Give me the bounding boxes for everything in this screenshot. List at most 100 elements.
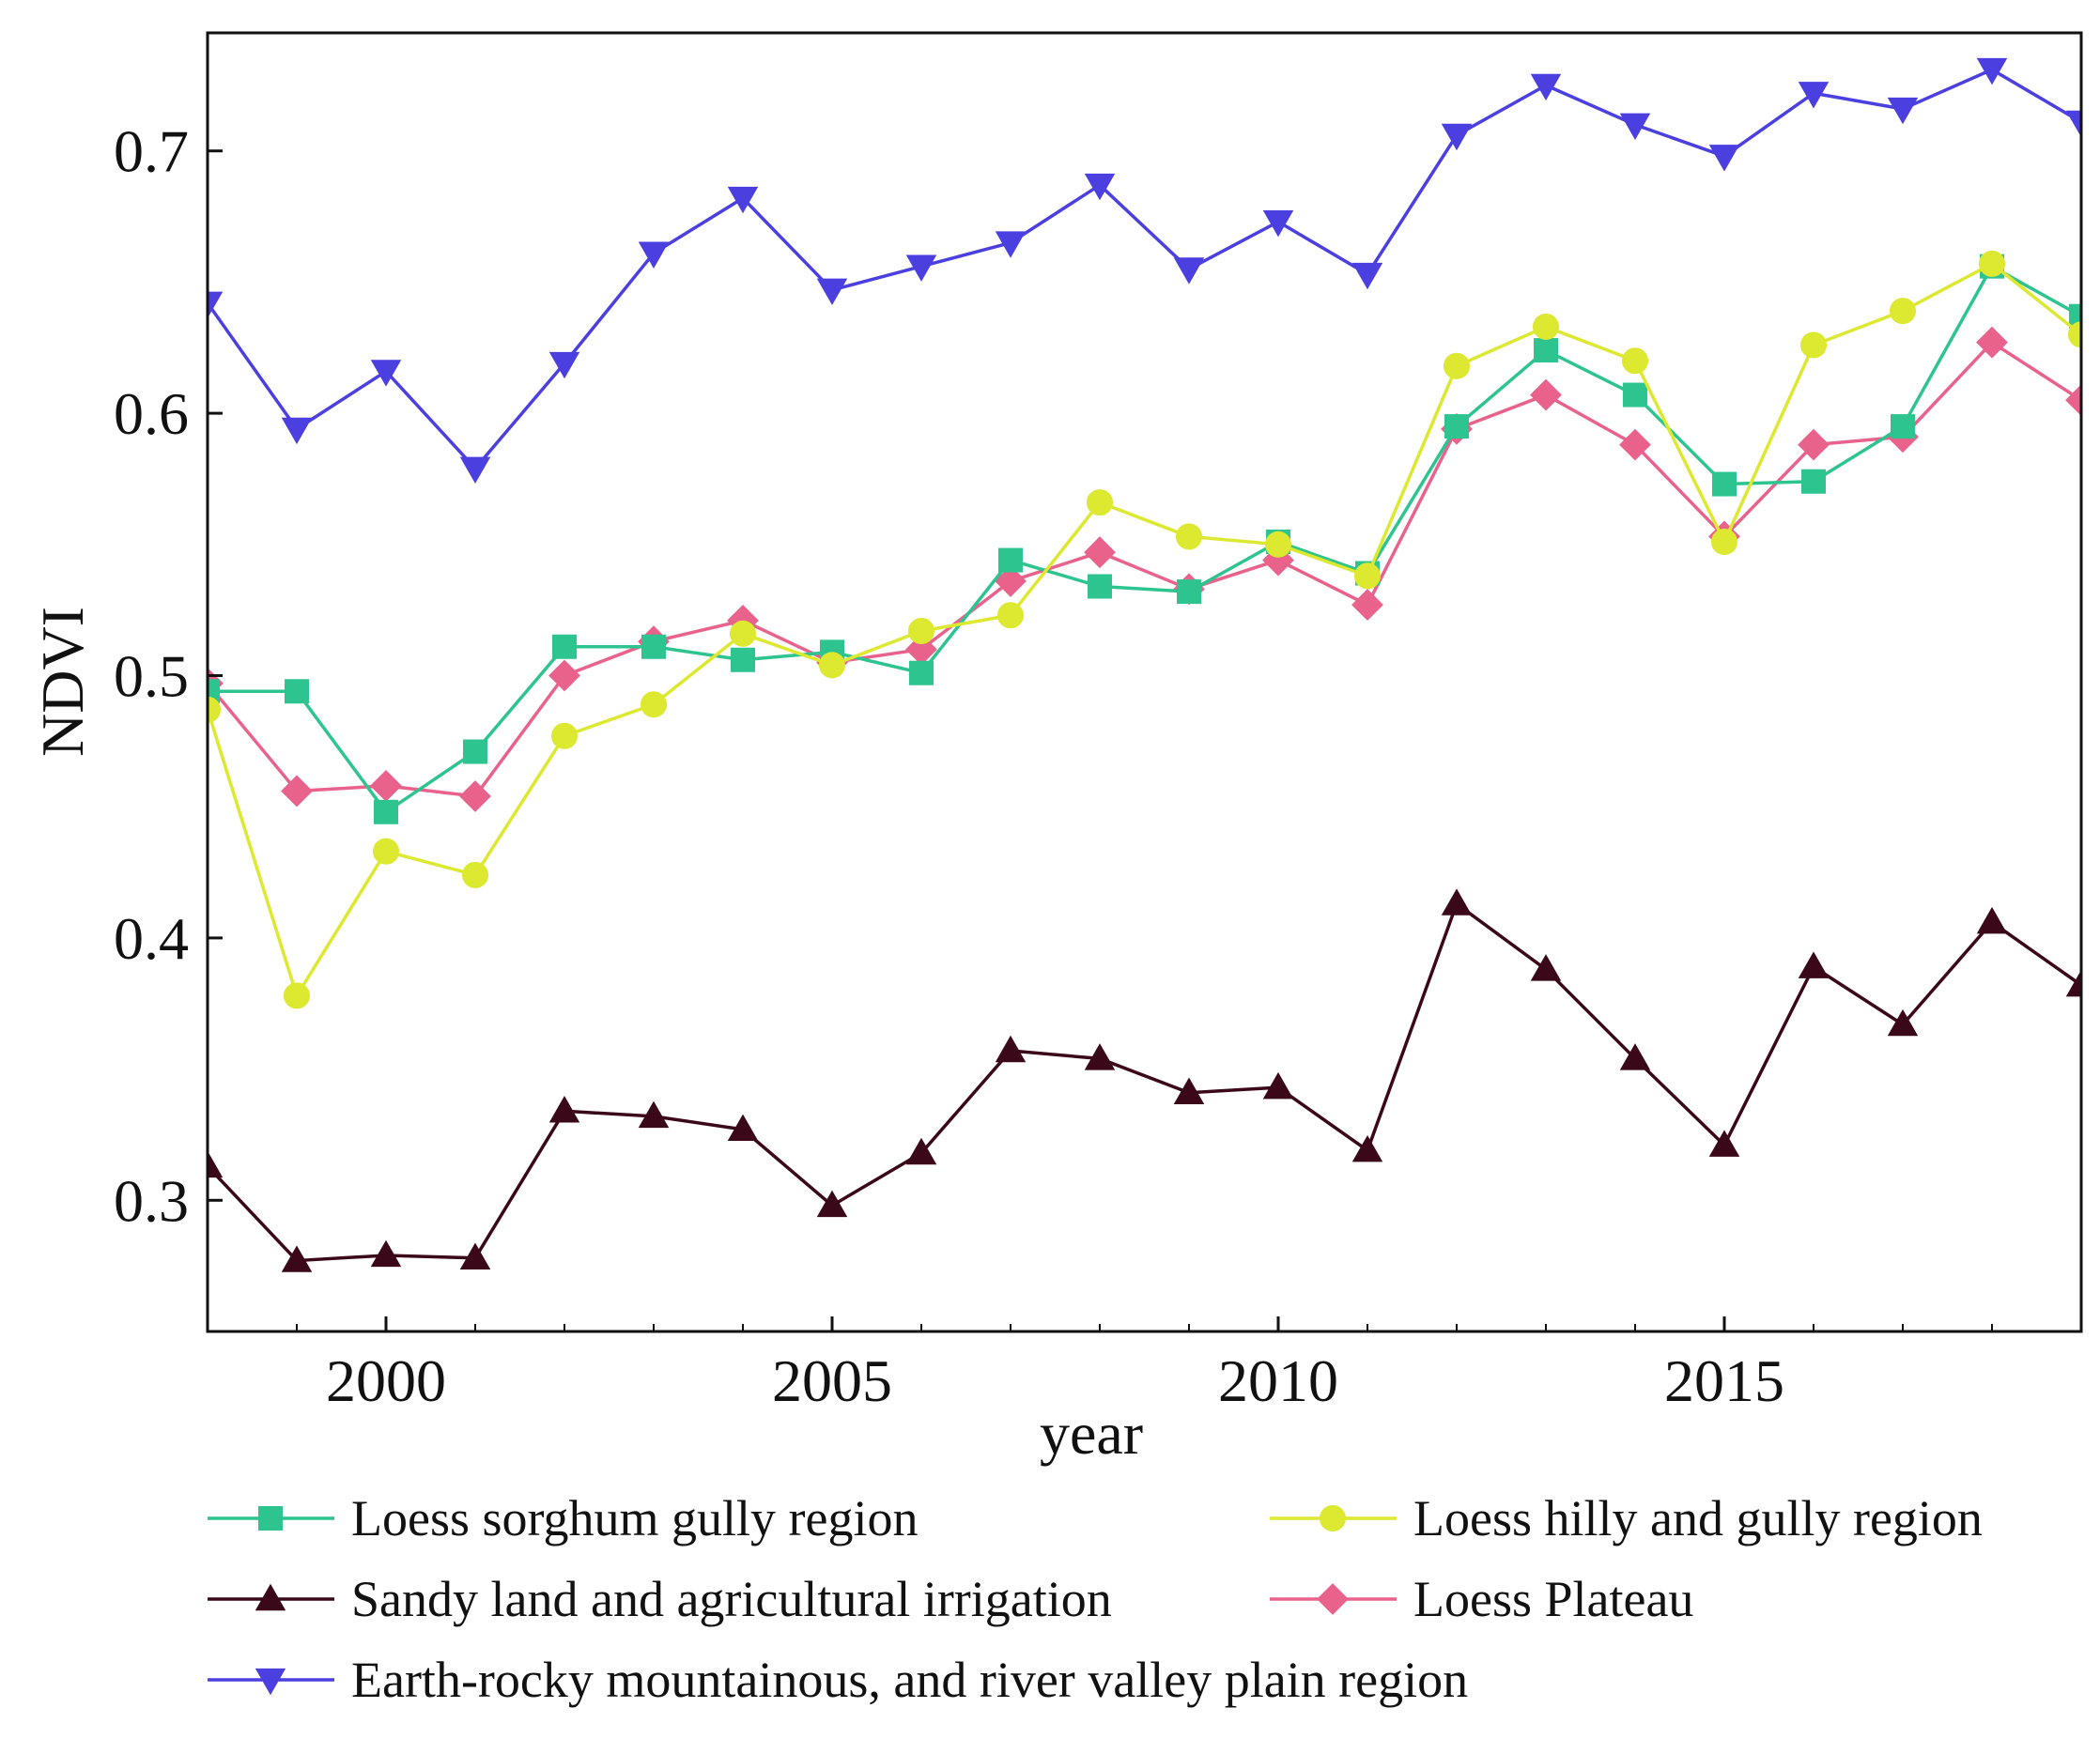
data-point-earth-rocky-mountainous-and-river-valley-plain-region-2008 [1084,173,1116,201]
x-axis-title: year [1040,1400,1143,1467]
y-tick-label-0.6: 0.6 [114,380,189,447]
data-point-loess-plateau-2018 [1976,326,2008,359]
data-point-loess-sorghum-gully-region-2002 [552,634,577,659]
data-point-loess-hilly-and-gully-region-2014 [1621,347,1649,375]
data-point-loess-hilly-and-gully-region-2005 [818,652,846,679]
data-point-sandy-land-and-agricultural-irrigation-1999 [281,1245,313,1272]
y-tick-label-0.5: 0.5 [114,643,189,710]
data-point-sandy-land-and-agricultural-irrigation-2013 [1530,954,1562,981]
data-point-earth-rocky-mountainous-and-river-valley-plain-region-2010 [1262,209,1294,238]
series-line-loess-plateau [208,340,2081,798]
data-point-earth-rocky-mountainous-and-river-valley-plain-region-2019 [2065,110,2081,138]
data-point-loess-sorghum-gully-region-2001 [463,739,487,764]
data-point-loess-sorghum-gully-region-2009 [1177,579,1201,605]
data-point-loess-hilly-and-gully-region-2007 [996,602,1025,629]
legend: Loess sorghum gully region Loess hilly an… [208,1490,1983,1708]
legend-item-sandy-land-and-agricultural-irrigation: Sandy land and agricultural irrigation [208,1571,1112,1627]
data-point-sandy-land-and-agricultural-irrigation-2017 [1887,1008,1919,1037]
data-point-loess-plateau-1999 [281,775,313,808]
data-point-earth-rocky-mountainous-and-river-valley-plain-region-2003 [638,241,670,269]
data-point-loess-hilly-and-gully-region-2017 [1889,298,1917,325]
data-point-loess-hilly-and-gully-region-2003 [640,691,668,718]
y-axis-title: NDVI [29,607,96,757]
series-loess-plateau [208,326,2081,812]
legend-marker [258,1506,283,1531]
legend-label: Loess sorghum gully region [351,1490,918,1546]
legend-marker [255,1583,286,1611]
data-point-earth-rocky-mountainous-and-river-valley-plain-region-2014 [1619,113,1651,141]
data-point-loess-hilly-and-gully-region-2018 [1978,250,2006,277]
data-point-loess-hilly-and-gully-region-2001 [461,861,489,888]
y-tick-label-0.4: 0.4 [114,905,189,972]
data-point-sandy-land-and-agricultural-irrigation-2006 [905,1137,937,1165]
data-point-earth-rocky-mountainous-and-river-valley-plain-region-2016 [1798,82,1830,109]
series-layer [208,57,2081,1272]
data-point-loess-hilly-and-gully-region-2019 [2067,321,2081,348]
y-tick-label-0.3: 0.3 [114,1167,189,1234]
data-point-sandy-land-and-agricultural-irrigation-2011 [1351,1134,1383,1162]
data-point-sandy-land-and-agricultural-irrigation-2018 [1976,906,2008,934]
data-point-loess-plateau-2002 [548,659,580,692]
data-point-earth-rocky-mountainous-and-river-valley-plain-region-2000 [370,360,402,387]
legend-marker [1319,1504,1347,1532]
data-point-loess-sorghum-gully-region-2012 [1444,414,1469,439]
data-point-sandy-land-and-agricultural-irrigation-2009 [1173,1077,1205,1104]
data-point-loess-sorghum-gully-region-2007 [998,547,1023,573]
data-point-sandy-land-and-agricultural-irrigation-2003 [638,1100,670,1129]
data-point-earth-rocky-mountainous-and-river-valley-plain-region-2017 [1887,97,1919,125]
data-point-loess-sorghum-gully-region-1999 [285,679,309,704]
legend-label: Earth-rocky mountainous, and river valle… [351,1652,1468,1708]
data-point-earth-rocky-mountainous-and-river-valley-plain-region-2007 [995,231,1027,258]
data-point-sandy-land-and-agricultural-irrigation-2001 [459,1242,491,1269]
data-point-loess-hilly-and-gully-region-2000 [372,838,400,865]
x-tick-label-2010: 2010 [1218,1347,1338,1414]
data-point-loess-plateau-2008 [1084,536,1116,569]
data-point-sandy-land-and-agricultural-irrigation-2016 [1798,951,1830,978]
legend-label: Sandy land and agricultural irrigation [351,1571,1112,1627]
data-point-earth-rocky-mountainous-and-river-valley-plain-region-2018 [1976,57,2008,85]
data-point-loess-hilly-and-gully-region-2009 [1175,523,1203,550]
legend-marker [1317,1583,1349,1615]
data-point-sandy-land-and-agricultural-irrigation-2005 [816,1190,848,1218]
data-point-loess-hilly-and-gully-region-2011 [1353,562,1382,590]
data-point-sandy-land-and-agricultural-irrigation-2015 [1708,1130,1740,1157]
data-point-loess-hilly-and-gully-region-2013 [1532,313,1560,340]
data-point-loess-hilly-and-gully-region-2006 [907,617,935,645]
data-point-loess-sorghum-gully-region-2014 [1623,382,1647,408]
data-point-loess-plateau-2011 [1351,589,1383,621]
legend-marker [255,1668,286,1696]
data-point-earth-rocky-mountainous-and-river-valley-plain-region-2009 [1173,257,1205,285]
legend-item-loess-plateau: Loess Plateau [1270,1571,1693,1627]
data-point-loess-sorghum-gully-region-2013 [1534,338,1558,363]
data-point-loess-sorghum-gully-region-2000 [374,799,398,824]
data-point-loess-sorghum-gully-region-2015 [1712,471,1737,497]
data-point-sandy-land-and-agricultural-irrigation-2002 [548,1096,580,1123]
data-point-loess-hilly-and-gully-region-2008 [1086,489,1114,516]
series-line-earth-rocky-mountainous-and-river-valley-plain-region [208,68,2081,470]
data-point-earth-rocky-mountainous-and-river-valley-plain-region-2013 [1530,73,1562,101]
data-point-earth-rocky-mountainous-and-river-valley-plain-region-2011 [1351,262,1383,290]
data-point-loess-hilly-and-gully-region-1998 [208,696,222,723]
data-point-loess-plateau-2000 [370,769,402,802]
series-line-loess-hilly-and-gully-region [208,262,2081,998]
x-axis: 2000 2005 2010 2015 [207,1316,2082,1414]
legend-item-earth-rocky-mountainous-and-river-valley-plain-region: Earth-rocky mountainous, and river valle… [208,1652,1468,1708]
data-point-earth-rocky-mountainous-and-river-valley-plain-region-2002 [548,351,580,379]
data-point-sandy-land-and-agricultural-irrigation-1998 [208,1150,224,1178]
x-tick-label-2015: 2015 [1664,1347,1784,1414]
data-point-loess-plateau-2001 [459,780,491,812]
series-line-sandy-land-and-agricultural-irrigation [208,901,2081,1263]
data-point-loess-hilly-and-gully-region-2012 [1443,352,1471,379]
x-tick-label-2000: 2000 [326,1347,446,1414]
data-point-earth-rocky-mountainous-and-river-valley-plain-region-2001 [459,456,491,485]
data-point-loess-plateau-2019 [2065,384,2081,417]
x-tick-label-2005: 2005 [772,1347,892,1414]
data-point-sandy-land-and-agricultural-irrigation-2019 [2065,969,2081,997]
series-earth-rocky-mountainous-and-river-valley-plain-region [208,57,2081,485]
data-point-loess-sorghum-gully-region-2008 [1088,574,1112,599]
legend-item-loess-sorghum-gully-region: Loess sorghum gully region [208,1490,918,1546]
series-line-loess-sorghum-gully-region [208,264,2081,814]
data-point-loess-plateau-2016 [1798,428,1830,461]
data-point-earth-rocky-mountainous-and-river-valley-plain-region-2006 [905,254,937,282]
